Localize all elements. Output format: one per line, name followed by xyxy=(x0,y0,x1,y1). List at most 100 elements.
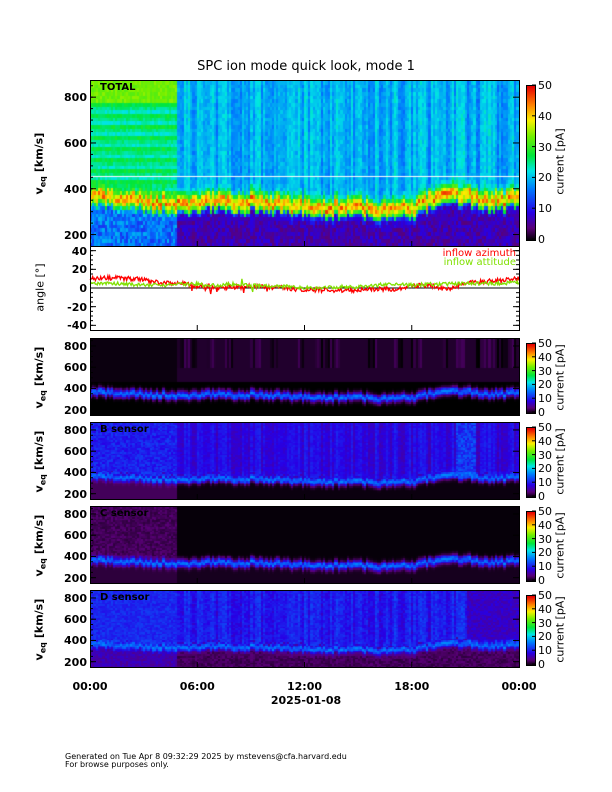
colorbar-tick-label: 30 xyxy=(538,532,552,546)
footer-note: For browse purposes only. xyxy=(65,760,169,769)
y-tick-label: 400 xyxy=(64,466,87,480)
colorbar-tick-label: 30 xyxy=(538,140,552,154)
y-tick-label: 600 xyxy=(64,445,87,459)
colorbar-tick-label: 30 xyxy=(538,448,552,462)
ylabel-subscript: eq xyxy=(38,473,48,485)
y-tick-label: 800 xyxy=(64,591,87,605)
y-tick-label: 0 xyxy=(79,282,87,295)
y-tick-label: 200 xyxy=(64,228,87,242)
y-axis-label: veq [km/s] xyxy=(32,569,47,689)
y-tick-label: 200 xyxy=(64,655,87,669)
ylabel-subscript: eq xyxy=(38,389,48,401)
y-tick-label: 400 xyxy=(64,182,87,196)
y-tick-label: 800 xyxy=(64,507,87,521)
y-tick-label: 800 xyxy=(64,423,87,437)
colorbar-tick-label: 40 xyxy=(538,602,552,616)
colorbar-tick-label: 0 xyxy=(538,233,545,246)
y-tick-label: 200 xyxy=(64,403,87,417)
colorbar-total xyxy=(526,85,536,241)
colorbar-tick-label: 20 xyxy=(538,171,552,185)
y-tick-label: 200 xyxy=(64,571,87,585)
y-axis-label: veq [km/s] xyxy=(32,104,47,224)
ylabel-symbol: v xyxy=(32,652,46,660)
y-tick-label: 600 xyxy=(64,361,87,375)
colorbar-title: current [pA] xyxy=(553,128,567,195)
spectrogram-b xyxy=(90,422,519,499)
series-line-azimuth xyxy=(89,273,520,295)
colorbar-tick-label: 50 xyxy=(538,589,552,602)
panel-label-c: C sensor xyxy=(100,508,149,519)
y-tick-label: 400 xyxy=(64,382,87,396)
colorbar-tick-label: 10 xyxy=(538,202,552,216)
colorbar-tick-label: 20 xyxy=(538,546,552,560)
chart-title: SPC ion mode quick look, mode 1 xyxy=(197,59,415,74)
colorbar-tick-label: 40 xyxy=(538,518,552,532)
y-axis-label: angle [°] xyxy=(33,263,47,312)
colorbar-tick-label: 0 xyxy=(538,406,545,419)
footer-generated: Generated on Tue Apr 8 09:32:29 2025 by … xyxy=(65,752,347,761)
legend-azimuth: inflow azimuth xyxy=(442,248,516,259)
y-tick-label: 400 xyxy=(64,634,87,648)
x-tick-label: 00:00 xyxy=(501,680,537,693)
ylabel-subscript: eq xyxy=(38,557,48,569)
ylabel-unit: [km/s] xyxy=(32,598,46,638)
colorbar-tick-label: 40 xyxy=(538,109,552,123)
y-tick-label: 40 xyxy=(71,244,87,258)
y-tick-label: -40 xyxy=(67,319,87,333)
ylabel-unit: [km/s] xyxy=(32,346,46,386)
spectrogram-total xyxy=(90,80,519,246)
colorbar-tick-label: 10 xyxy=(538,644,552,658)
colorbar-tick-label: 10 xyxy=(538,560,552,574)
y-tick-label: 600 xyxy=(64,529,87,543)
spectrogram-a xyxy=(90,338,519,415)
x-tick-label: 00:00 xyxy=(72,680,108,693)
colorbar-tick-label: 30 xyxy=(538,616,552,630)
colorbar-tick-label: 0 xyxy=(538,490,545,503)
colorbar-tick-label: 50 xyxy=(538,79,552,92)
panel-label-total: TOTAL xyxy=(100,82,136,93)
y-tick-label: -20 xyxy=(67,300,87,314)
y-tick-label: 200 xyxy=(64,487,87,501)
y-tick-label: 20 xyxy=(71,263,87,277)
ylabel-symbol: v xyxy=(32,187,46,195)
ylabel-unit: [km/s] xyxy=(32,132,46,173)
x-tick-label: 06:00 xyxy=(179,680,215,693)
colorbar-tick-label: 20 xyxy=(538,630,552,644)
panel-label-b: B sensor xyxy=(100,424,149,435)
colorbar-tick-label: 0 xyxy=(538,658,545,671)
panel-label-d: D sensor xyxy=(100,592,150,603)
colorbar-tick-label: 40 xyxy=(538,434,552,448)
colorbar-tick-label: 10 xyxy=(538,476,552,490)
spectrogram-d xyxy=(90,590,519,667)
colorbar-b xyxy=(526,427,536,498)
ylabel-unit: [km/s] xyxy=(32,514,46,554)
colorbar-title: current [pA] xyxy=(553,595,567,663)
colorbar-tick-label: 50 xyxy=(538,421,552,434)
y-tick-label: 600 xyxy=(64,613,87,627)
colorbar-tick-label: 10 xyxy=(538,392,552,406)
ylabel-unit: [km/s] xyxy=(32,430,46,470)
colorbar-a xyxy=(526,343,536,414)
colorbar-tick-label: 50 xyxy=(538,337,552,350)
colorbar-tick-label: 20 xyxy=(538,378,552,392)
colorbar-tick-label: 30 xyxy=(538,364,552,378)
ylabel-subscript: eq xyxy=(38,176,48,188)
y-tick-label: 400 xyxy=(64,550,87,564)
y-tick-label: 800 xyxy=(64,91,87,105)
y-tick-label: 600 xyxy=(64,136,87,150)
series-line-attitude xyxy=(89,278,520,293)
ylabel-subscript: eq xyxy=(38,641,48,653)
colorbar-d xyxy=(526,595,536,666)
colorbar-tick-label: 50 xyxy=(538,505,552,518)
spectrogram-c xyxy=(90,506,519,583)
x-tick-label: 12:00 xyxy=(286,680,322,693)
legend-attitude: inflow attitude xyxy=(443,257,516,268)
x-tick-label: 18:00 xyxy=(394,680,430,693)
colorbar-c xyxy=(526,511,536,582)
colorbar-tick-label: 40 xyxy=(538,350,552,364)
y-tick-label: 800 xyxy=(64,339,87,353)
colorbar-tick-label: 20 xyxy=(538,462,552,476)
date-label: 2025-01-08 xyxy=(270,694,342,707)
colorbar-tick-label: 0 xyxy=(538,574,545,587)
